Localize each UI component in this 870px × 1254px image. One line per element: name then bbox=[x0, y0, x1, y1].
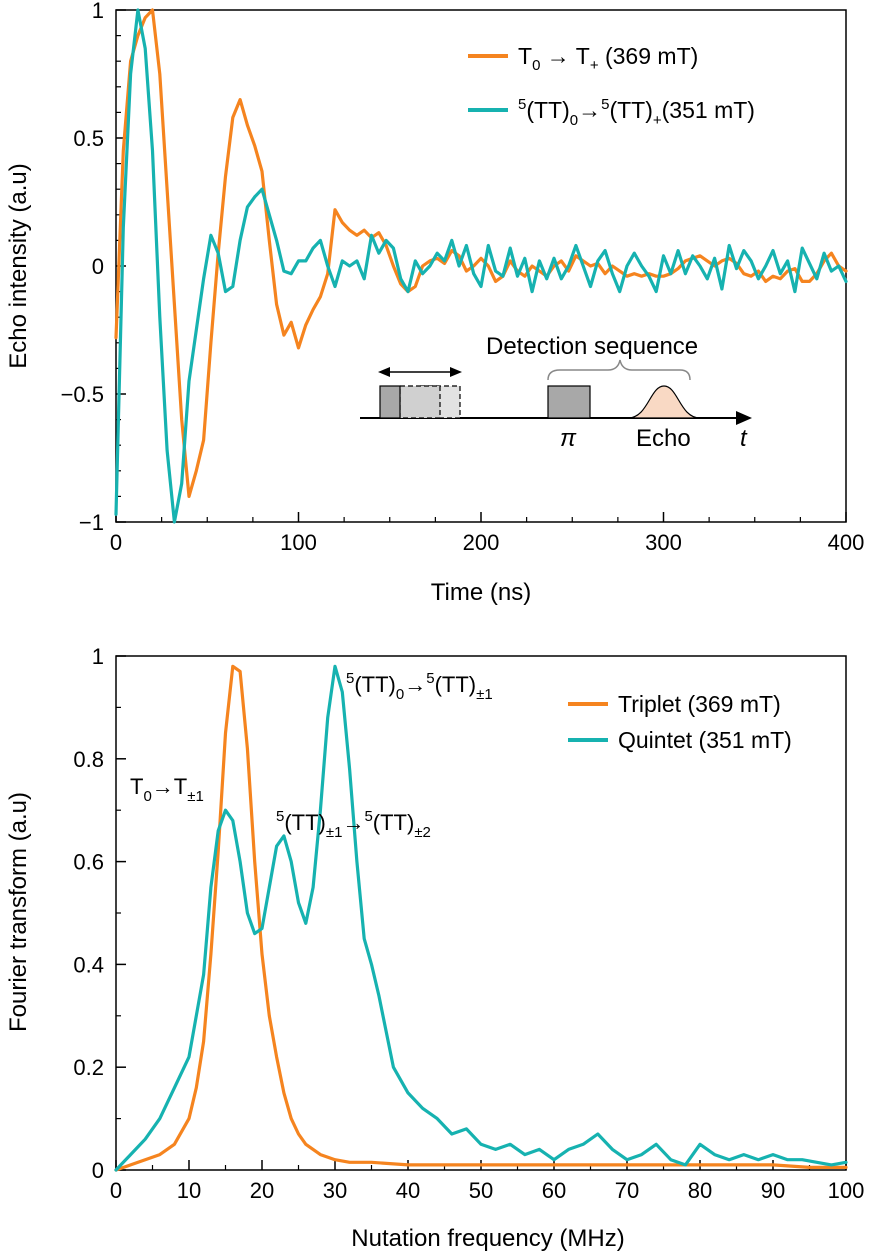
inset-pi-pulse bbox=[547, 385, 591, 419]
top-y-axis-label: Echo intensity (a.u) bbox=[5, 163, 32, 368]
inset-shift-arrowhead-right bbox=[450, 367, 462, 377]
bottom-legend: Triplet (369 mT) Quintet (351 mT) bbox=[568, 691, 792, 753]
top-x-tick-label: 300 bbox=[645, 530, 682, 555]
inset-title: Detection sequence bbox=[486, 333, 698, 360]
bottom-y-axis-label: Fourier transform (a.u) bbox=[5, 792, 32, 1032]
top-x-tick-label: 400 bbox=[828, 530, 865, 555]
bottom-y-tick-label: 0.2 bbox=[73, 1055, 104, 1080]
bottom-y-tick-label: 1 bbox=[92, 644, 104, 669]
bottom-y-tick-label: 0.6 bbox=[73, 850, 104, 875]
echo-intensity-chart: 0 100 200 300 400 −1 −0.5 0 0.5 1 T0 → T+ (369 mT… bbox=[5, 0, 864, 606]
inset-echo-label: Echo bbox=[636, 425, 691, 452]
annotation-tt0-tt1: 5(TT)0→5(TT)±1 bbox=[346, 670, 493, 703]
top-x-tick-label: 0 bbox=[110, 530, 122, 555]
detection-sequence-inset: Detection sequence π Echo t bbox=[360, 333, 752, 452]
top-x-tick-label: 100 bbox=[280, 530, 317, 555]
top-ticks: 0 100 200 300 400 −1 −0.5 0 0.5 1 bbox=[61, 0, 865, 555]
inset-pulse-ghost-1 bbox=[399, 385, 441, 419]
bottom-x-tick-label: 0 bbox=[110, 1178, 122, 1203]
top-y-tick-label: −1 bbox=[79, 510, 104, 535]
legend-label-quintet-ft: Quintet (351 mT) bbox=[618, 727, 792, 753]
top-series-group bbox=[114, 8, 848, 524]
top-x-tick-label: 200 bbox=[463, 530, 500, 555]
bottom-ticks: 0 10 20 30 40 50 60 70 80 90 100 0 0.2 0.4 0.6 0.8 1 bbox=[73, 644, 864, 1203]
bottom-x-tick-label: 80 bbox=[688, 1178, 712, 1203]
bottom-y-tick-label: 0.4 bbox=[73, 952, 104, 977]
bottom-x-tick-label: 10 bbox=[177, 1178, 201, 1203]
bottom-x-tick-label: 100 bbox=[828, 1178, 865, 1203]
bottom-x-tick-label: 90 bbox=[761, 1178, 785, 1203]
bottom-x-tick-label: 60 bbox=[542, 1178, 566, 1203]
top-series-line-quintet bbox=[114, 8, 848, 524]
legend-label-triplet-ft: Triplet (369 mT) bbox=[618, 691, 781, 717]
top-y-tick-label: 1 bbox=[92, 0, 104, 23]
bottom-series-line-quintet bbox=[114, 664, 848, 1172]
bottom-x-tick-label: 50 bbox=[469, 1178, 493, 1203]
bottom-series-group bbox=[114, 664, 848, 1172]
top-series-line-triplet bbox=[114, 8, 848, 498]
bottom-x-tick-label: 40 bbox=[396, 1178, 420, 1203]
top-y-tick-label: 0 bbox=[92, 254, 104, 279]
top-legend: T0 → T+ (369 mT) 5(TT)0→5(TT)+(351 mT) bbox=[468, 43, 755, 129]
top-y-tick-label: −0.5 bbox=[61, 382, 104, 407]
legend-label-quintet-echo: 5(TT)0→5(TT)+(351 mT) bbox=[518, 96, 755, 129]
annotation-t0-t1: T0→T±1 bbox=[130, 774, 204, 805]
fourier-transform-chart: 0 10 20 30 40 50 60 70 80 90 100 0 0.2 0.4 0.6 0.8 1 Tri… bbox=[5, 644, 864, 1252]
bottom-x-tick-label: 20 bbox=[250, 1178, 274, 1203]
annotation-tt1-tt2: 5(TT)±1→5(TT)±2 bbox=[276, 808, 431, 841]
inset-shift-arrowhead-left bbox=[378, 367, 390, 377]
bottom-y-tick-label: 0 bbox=[92, 1158, 104, 1183]
bottom-series-line-triplet bbox=[114, 664, 848, 1172]
inset-axis-arrowhead bbox=[736, 411, 752, 425]
inset-pi-label: π bbox=[560, 425, 577, 452]
top-x-axis-label: Time (ns) bbox=[431, 579, 531, 606]
top-y-tick-label: 0.5 bbox=[73, 126, 104, 151]
inset-t-label: t bbox=[740, 425, 748, 452]
bottom-y-tick-label: 0.8 bbox=[73, 747, 104, 772]
inset-pulse-variable bbox=[379, 385, 401, 419]
bottom-x-tick-label: 30 bbox=[323, 1178, 347, 1203]
inset-brace bbox=[547, 359, 691, 381]
legend-label-triplet-echo: T0 → T+ (369 mT) bbox=[518, 43, 698, 74]
inset-echo-shape bbox=[627, 385, 701, 419]
bottom-x-tick-label: 70 bbox=[615, 1178, 639, 1203]
bottom-x-axis-label: Nutation frequency (MHz) bbox=[351, 1225, 624, 1252]
